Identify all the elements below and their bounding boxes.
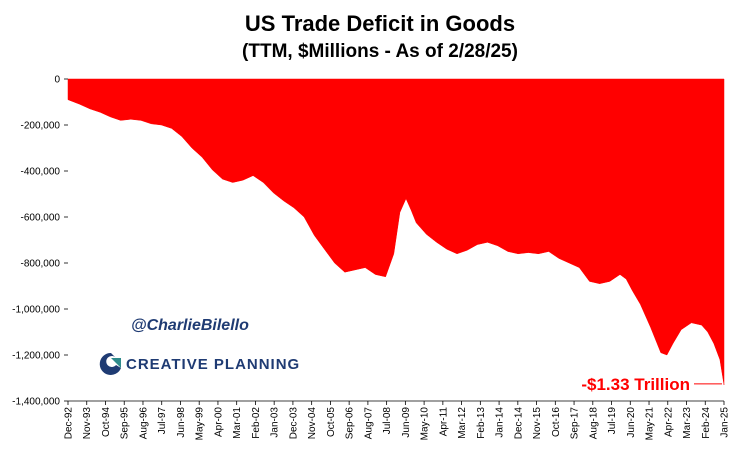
y-tick-label: -1,200,000 <box>12 351 60 362</box>
x-tick-label: Dec-03 <box>288 407 299 440</box>
chart-title: US Trade Deficit in Goods <box>245 11 515 36</box>
x-tick-label: Sep-95 <box>120 407 131 440</box>
x-tick-label: Jul-97 <box>157 407 168 435</box>
x-tick-label: Jul-19 <box>607 407 618 435</box>
x-tick-label: Dec-92 <box>64 407 75 440</box>
x-tick-label: Jun-98 <box>176 407 187 438</box>
x-tick-label: Oct-94 <box>101 407 112 437</box>
x-tick-label: Aug-07 <box>363 407 374 440</box>
x-tick-label: Sep-17 <box>570 407 581 440</box>
x-tick-label: Oct-05 <box>326 407 337 437</box>
x-tick-label: Mar-23 <box>682 407 693 439</box>
x-tick-label: Nov-04 <box>307 407 318 440</box>
chart-subtitle: (TTM, $Millions - As of 2/28/25) <box>242 41 518 62</box>
x-tick-label: Mar-01 <box>232 407 243 439</box>
x-tick-label: May-21 <box>645 407 656 441</box>
x-tick-label: Feb-13 <box>476 407 487 439</box>
x-tick-label: Nov-15 <box>532 407 543 440</box>
area-series-0 <box>67 78 725 385</box>
x-tick-label: Nov-93 <box>82 407 93 440</box>
creative-planning-logo-icon <box>99 352 121 375</box>
x-tick-label: Dec-14 <box>513 407 524 440</box>
x-tick-label: May-99 <box>195 407 206 441</box>
x-tick-label: Apr-00 <box>213 407 224 437</box>
y-tick-label: -800,000 <box>21 259 61 270</box>
watermark-text: @CharlieBilello <box>131 317 249 334</box>
x-tick-label: Jan-14 <box>495 407 506 438</box>
y-tick-label: -400,000 <box>21 167 61 178</box>
x-tick-label: Jun-20 <box>626 407 637 438</box>
x-tick-label: Feb-24 <box>701 407 712 439</box>
x-tick-label: Mar-12 <box>457 407 468 439</box>
y-tick-label: -600,000 <box>21 213 61 224</box>
x-tick-label: May-10 <box>420 407 431 441</box>
brand-logo: CREATIVE PLANNING <box>99 352 300 375</box>
x-tick-label: Jan-03 <box>270 407 281 438</box>
x-tick-label: Aug-18 <box>588 407 599 440</box>
x-tick-label: Jun-09 <box>401 407 412 438</box>
x-axis: Dec-92 Nov-93 Oct-94 Sep-95 Aug-96 Jul-97 Jun-… <box>64 400 731 441</box>
y-tick-label: 0 <box>54 75 60 86</box>
x-tick-label: Jan-25 <box>720 407 731 438</box>
y-tick-label: -1,400,000 <box>12 397 60 408</box>
y-tick-label: -200,000 <box>21 121 61 132</box>
x-tick-label: Oct-16 <box>551 407 562 437</box>
x-tick-label: Aug-96 <box>138 407 149 440</box>
brand-name: CREATIVE PLANNING <box>126 356 300 373</box>
x-tick-label: Jul-08 <box>382 407 393 435</box>
x-tick-label: Apr-11 <box>438 407 449 437</box>
x-tick-label: Apr-22 <box>663 407 674 437</box>
annotation-label: -$1.33 Trillion <box>581 375 690 394</box>
y-tick-label: -1,000,000 <box>12 305 60 316</box>
x-tick-label: Sep-06 <box>345 407 356 440</box>
x-tick-label: Feb-02 <box>251 407 262 439</box>
y-axis: 0 -200,000 -400,000 -600,000 -800,000 -1,000,… <box>12 75 68 408</box>
